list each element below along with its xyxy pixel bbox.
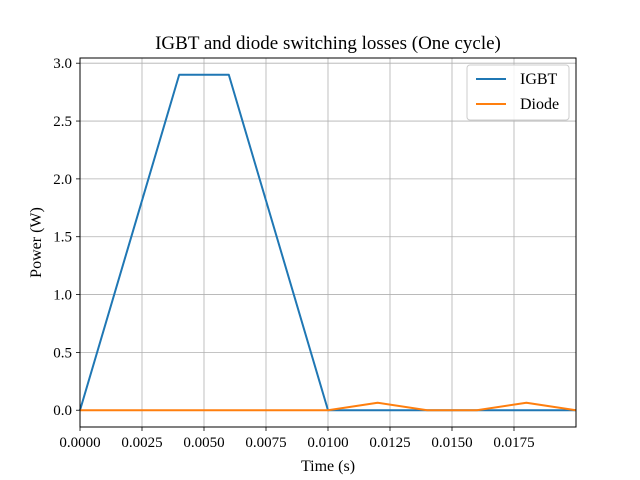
- x-tick-label: 0.0025: [121, 435, 162, 451]
- x-tick-label: 0.0125: [369, 435, 410, 451]
- y-tick-label: 0.0: [53, 403, 72, 419]
- x-tick-label: 0.0150: [431, 435, 472, 451]
- chart-title: IGBT and diode switching losses (One cyc…: [155, 33, 501, 54]
- x-tick-label: 0.0100: [307, 435, 348, 451]
- legend: IGBT Diode: [466, 64, 570, 121]
- x-tick-label: 0.0050: [183, 435, 224, 451]
- y-tick-label: 0.5: [53, 345, 72, 361]
- series-line-igbt: [79, 73, 576, 412]
- legend-label-igbt: IGBT: [520, 71, 558, 88]
- y-tick-label: 1.5: [53, 230, 72, 246]
- series-layer: [79, 73, 577, 412]
- series-line-diode: [80, 401, 577, 412]
- y-tick-label: 2.0: [53, 172, 72, 188]
- y-axis-label: Power (W): [28, 207, 45, 278]
- x-axis-label: Time (s): [301, 458, 355, 475]
- x-tick-label: 0.0075: [245, 435, 286, 451]
- y-tick-label: 1.0: [53, 288, 72, 304]
- y-tick-label: 2.5: [53, 114, 72, 130]
- ticks: 0.0000 0.0025 0.0050 0.0075 0.0100 0.0125 0.01…: [53, 56, 534, 451]
- x-tick-label: 0.0000: [59, 435, 100, 451]
- legend-label-diode: Diode: [520, 96, 559, 113]
- x-tick-label: 0.0175: [493, 435, 534, 451]
- y-tick-label: 3.0: [53, 56, 72, 72]
